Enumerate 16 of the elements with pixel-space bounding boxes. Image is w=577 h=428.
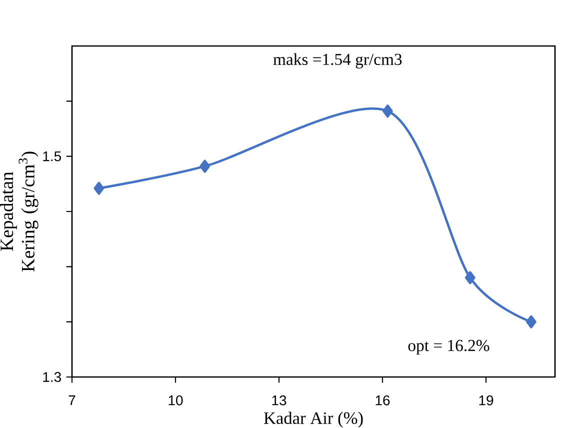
x-tick-label: 13	[272, 395, 286, 406]
annotation: opt = 16.2%	[408, 340, 490, 355]
x-axis-title: Kadar Air (%)	[264, 412, 363, 428]
x-tick-label: 7	[68, 395, 76, 406]
point	[200, 160, 210, 173]
y-tick-label: 1.5	[43, 151, 62, 162]
x-tick-label: 19	[479, 395, 494, 406]
x-tick-label: 16	[376, 395, 390, 406]
annotation: maks =1.54 gr/cm3	[273, 53, 402, 68]
point	[526, 315, 536, 328]
point	[382, 104, 393, 118]
point	[464, 271, 476, 284]
y-axis-title: Kepadatan Kering (gr/cm$^{3}$)	[0, 152, 38, 272]
x-tick-label: 10	[168, 395, 183, 406]
y-tick-label: 1.3	[43, 372, 61, 382]
point	[94, 182, 104, 195]
